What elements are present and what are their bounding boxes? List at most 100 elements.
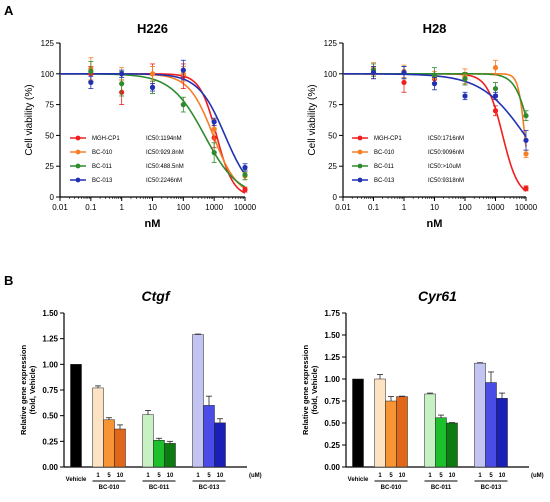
y-tick-label: 100 — [41, 70, 55, 79]
y-tick-label: 1.25 — [324, 353, 340, 362]
legend-marker — [75, 135, 81, 141]
data-point-bc-011 — [88, 68, 94, 74]
group-label: BC-013 — [481, 485, 502, 491]
data-point-bc-013 — [119, 71, 125, 77]
x-tick-label: 0.01 — [335, 203, 351, 212]
group-label: BC-011 — [431, 485, 452, 491]
y-tick-label: 50 — [328, 131, 337, 140]
y-tick-label: 0 — [50, 193, 55, 202]
dose-label: 1 — [478, 473, 482, 479]
legend-ic50: IC50:>10uM — [428, 164, 461, 170]
y-tick-label: 75 — [328, 101, 337, 110]
x-axis-label: nM — [145, 218, 161, 230]
y-tick-label: 0.50 — [324, 419, 340, 428]
x-tick-label: 10000 — [234, 203, 257, 212]
bar-bc-013-dose — [485, 382, 497, 468]
bar-bc-011-dose — [435, 417, 447, 468]
chart-title: Ctgf — [142, 288, 171, 304]
dose-label: 5 — [489, 473, 493, 479]
bar-bc-010-dose — [114, 428, 126, 468]
dose-label: 10 — [117, 473, 124, 479]
legend-ic50: IC50:488.5nM — [146, 164, 184, 170]
y-tick-label: 1.50 — [42, 309, 58, 318]
data-point-bc-013 — [211, 119, 217, 125]
bar-bc-011-dose — [446, 422, 458, 468]
group-label: BC-010 — [99, 485, 120, 491]
dose-label: 5 — [207, 473, 211, 479]
data-point-bc-013 — [180, 67, 186, 73]
x-tick-label: 0.1 — [85, 203, 97, 212]
data-point-bc-013 — [401, 69, 407, 76]
y-axis-label-line: (fold, Vehicle) — [28, 365, 37, 414]
data-point-bc-011 — [180, 102, 186, 108]
data-point-bc-013 — [242, 164, 248, 171]
y-axis-label: Cell viability (%) — [307, 84, 318, 155]
x-tick-label: 100 — [458, 203, 472, 212]
panel-label-a: A — [4, 3, 14, 18]
y-tick-label: 0.75 — [42, 386, 58, 395]
legend-marker — [357, 149, 363, 155]
dose-label: 5 — [389, 473, 393, 479]
dose-label: 10 — [167, 473, 174, 479]
legend-ic50: IC50:9096nM — [428, 150, 464, 156]
x-tick-label: 1 — [402, 203, 407, 212]
data-point-bc-013 — [523, 137, 529, 143]
bar-bc-010-dose — [103, 419, 115, 468]
data-point-bc-013 — [370, 69, 377, 76]
bar-bc-010-dose — [385, 400, 397, 468]
x-tick-label: 100 — [177, 203, 191, 212]
x-tick-label: 1000 — [487, 203, 505, 212]
x-tick-label: 0.1 — [368, 203, 380, 212]
y-axis-label: Relative gene expression(fold, Vehicle) — [301, 345, 319, 435]
legend-marker — [357, 163, 363, 169]
unit-label: (uM) — [531, 473, 544, 479]
bar-vehicle — [70, 364, 82, 468]
data-point-bc-011 — [431, 72, 438, 78]
dose-label: 10 — [217, 473, 224, 479]
x-label-vehicle: Vehicle — [348, 477, 369, 483]
x-axis-label: nM — [427, 218, 443, 230]
y-tick-label: 100 — [324, 70, 338, 79]
legend-marker — [357, 135, 363, 141]
chart-title: Cyr61 — [418, 288, 457, 304]
bar-bc-011-dose — [153, 440, 165, 468]
dose-label: 1 — [196, 473, 200, 479]
data-point-bc-011 — [211, 150, 217, 156]
x-tick-label: 0.01 — [52, 203, 68, 212]
data-point-bc-011 — [462, 76, 468, 82]
dose-label: 10 — [399, 473, 406, 479]
dose-label: 5 — [157, 473, 161, 479]
legend-series-name: BC-011 — [92, 164, 113, 170]
x-tick-label: 10 — [430, 203, 439, 212]
y-tick-label: 1.00 — [42, 360, 58, 369]
chart-h28-viability: H28 0 25 50 75 100 125 0.01 0.1 1 10 100 1000 10000 nM… — [307, 21, 538, 230]
data-point-bc-013 — [149, 84, 156, 90]
legend-series-name: MGH-CP1 — [92, 136, 120, 142]
y-tick-label: 0.25 — [324, 441, 340, 450]
legend-series-name: BC-013 — [374, 178, 395, 184]
data-point-bc-011 — [492, 85, 499, 92]
data-point-bc-010 — [211, 126, 217, 132]
group-label: BC-013 — [199, 485, 220, 491]
y-axis-label: Relative gene expression(fold, Vehicle) — [19, 345, 37, 435]
legend-ic50: IC50:929.8nM — [146, 150, 184, 156]
fit-curve-mgh-cp1 — [343, 73, 527, 192]
y-axis-label-line: (fold, Vehicle) — [310, 365, 319, 414]
data-point-bc-013 — [462, 93, 468, 99]
bar-bc-013-dose — [192, 334, 204, 468]
x-tick-label: 1000 — [205, 203, 223, 212]
y-tick-label: 25 — [328, 162, 337, 171]
data-point-bc-010 — [523, 151, 529, 157]
y-tick-label: 0.75 — [324, 397, 340, 406]
data-point-mgh-cp1 — [492, 108, 499, 114]
legend-marker — [357, 177, 363, 183]
y-axis-label-line: Relative gene expression — [301, 345, 310, 435]
chart-h226-viability: H226 0 25 50 75 100 125 0.01 0.1 1 10 100 1000 10000 n… — [24, 21, 257, 230]
bar-bc-013-dose — [203, 405, 215, 468]
dose-label: 10 — [499, 473, 506, 479]
chart-title: H28 — [423, 21, 447, 36]
legend-series-name: BC-010 — [374, 150, 395, 156]
data-point-bc-013 — [88, 79, 94, 86]
y-tick-label: 0.50 — [42, 412, 58, 421]
